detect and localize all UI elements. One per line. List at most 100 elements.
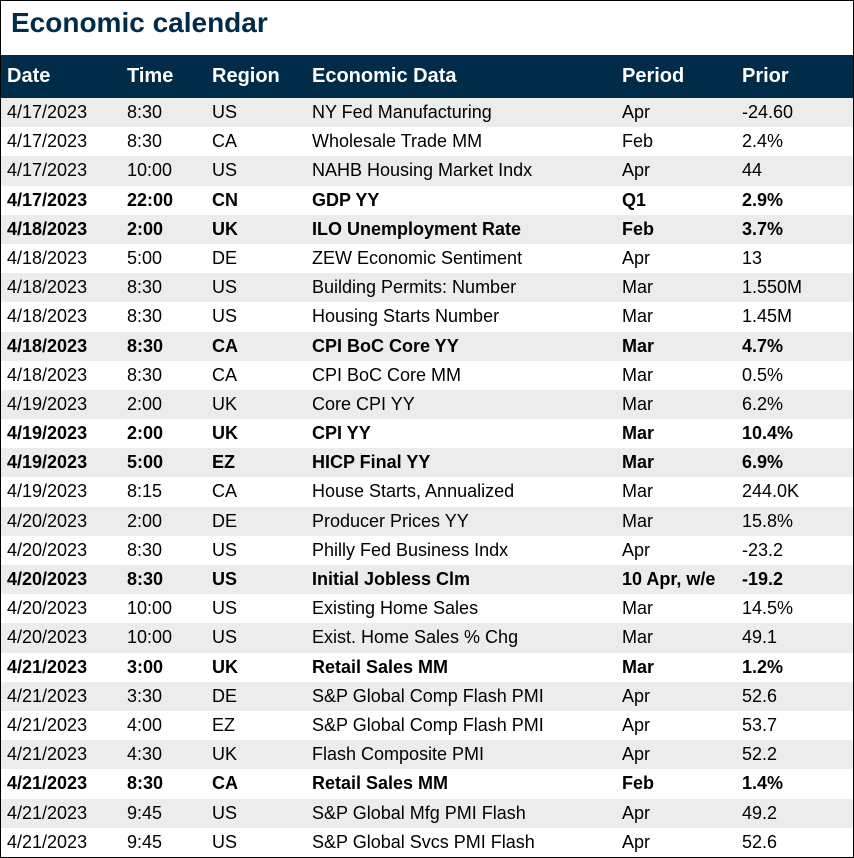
cell-prior: 2.4% xyxy=(736,127,853,156)
cell-prior: -24.60 xyxy=(736,98,853,127)
cell-period: Mar xyxy=(616,507,736,536)
cell-period: Feb xyxy=(616,215,736,244)
cell-region: CA xyxy=(206,769,306,798)
cell-time: 8:30 xyxy=(121,769,206,798)
cell-period: Mar xyxy=(616,302,736,331)
cell-region: US xyxy=(206,156,306,185)
cell-time: 10:00 xyxy=(121,156,206,185)
cell-date: 4/20/2023 xyxy=(1,507,121,536)
cell-region: EZ xyxy=(206,711,306,740)
table-row: 4/18/20235:00DEZEW Economic SentimentApr… xyxy=(1,244,853,273)
table-row: 4/20/202310:00USExisting Home SalesMar14… xyxy=(1,594,853,623)
cell-time: 3:30 xyxy=(121,682,206,711)
table-row: 4/17/202322:00CNGDP YYQ12.9% xyxy=(1,186,853,215)
cell-period: Apr xyxy=(616,711,736,740)
table-row: 4/20/20238:30USPhilly Fed Business IndxA… xyxy=(1,536,853,565)
cell-date: 4/18/2023 xyxy=(1,361,121,390)
cell-time: 8:30 xyxy=(121,332,206,361)
col-header-period: Period xyxy=(616,55,736,98)
cell-data: Housing Starts Number xyxy=(306,302,616,331)
cell-time: 4:30 xyxy=(121,740,206,769)
cell-region: US xyxy=(206,536,306,565)
cell-period: Mar xyxy=(616,273,736,302)
table-row: 4/17/20238:30CAWholesale Trade MMFeb2.4% xyxy=(1,127,853,156)
table-row: 4/21/20233:30DES&P Global Comp Flash PMI… xyxy=(1,682,853,711)
cell-prior: 13 xyxy=(736,244,853,273)
cell-time: 8:30 xyxy=(121,98,206,127)
cell-data: Initial Jobless Clm xyxy=(306,565,616,594)
cell-region: CN xyxy=(206,186,306,215)
cell-period: 10 Apr, w/e xyxy=(616,565,736,594)
cell-date: 4/18/2023 xyxy=(1,302,121,331)
cell-data: CPI BoC Core MM xyxy=(306,361,616,390)
cell-time: 5:00 xyxy=(121,448,206,477)
table-row: 4/18/20232:00UKILO Unemployment RateFeb3… xyxy=(1,215,853,244)
cell-time: 10:00 xyxy=(121,594,206,623)
cell-date: 4/21/2023 xyxy=(1,740,121,769)
cell-date: 4/21/2023 xyxy=(1,799,121,828)
cell-time: 2:00 xyxy=(121,419,206,448)
cell-date: 4/20/2023 xyxy=(1,565,121,594)
cell-time: 8:30 xyxy=(121,302,206,331)
cell-prior: 14.5% xyxy=(736,594,853,623)
table-row: 4/19/20232:00UKCPI YYMar10.4% xyxy=(1,419,853,448)
table-row: 4/18/20238:30USHousing Starts NumberMar1… xyxy=(1,302,853,331)
cell-prior: 49.2 xyxy=(736,799,853,828)
cell-time: 9:45 xyxy=(121,828,206,857)
table-row: 4/21/20234:00EZS&P Global Comp Flash PMI… xyxy=(1,711,853,740)
cell-prior: 53.7 xyxy=(736,711,853,740)
cell-data: Flash Composite PMI xyxy=(306,740,616,769)
cell-date: 4/21/2023 xyxy=(1,653,121,682)
table-row: 4/19/20235:00EZHICP Final YYMar6.9% xyxy=(1,448,853,477)
col-header-region: Region xyxy=(206,55,306,98)
cell-region: CA xyxy=(206,477,306,506)
cell-region: US xyxy=(206,302,306,331)
cell-prior: 4.7% xyxy=(736,332,853,361)
cell-data: S&P Global Comp Flash PMI xyxy=(306,682,616,711)
cell-prior: 49.1 xyxy=(736,623,853,652)
cell-time: 8:30 xyxy=(121,361,206,390)
cell-data: S&P Global Mfg PMI Flash xyxy=(306,799,616,828)
cell-region: US xyxy=(206,273,306,302)
cell-prior: 10.4% xyxy=(736,419,853,448)
page-title: Economic calendar xyxy=(1,1,853,55)
cell-prior: 1.550M xyxy=(736,273,853,302)
table-row: 4/21/20239:45USS&P Global Svcs PMI Flash… xyxy=(1,828,853,857)
cell-region: CA xyxy=(206,127,306,156)
cell-date: 4/21/2023 xyxy=(1,682,121,711)
cell-region: CA xyxy=(206,332,306,361)
cell-date: 4/17/2023 xyxy=(1,98,121,127)
cell-data: Exist. Home Sales % Chg xyxy=(306,623,616,652)
cell-data: Existing Home Sales xyxy=(306,594,616,623)
cell-region: US xyxy=(206,565,306,594)
cell-date: 4/19/2023 xyxy=(1,390,121,419)
cell-time: 8:30 xyxy=(121,536,206,565)
cell-prior: -19.2 xyxy=(736,565,853,594)
cell-period: Apr xyxy=(616,244,736,273)
table-row: 4/17/20238:30USNY Fed ManufacturingApr-2… xyxy=(1,98,853,127)
cell-time: 4:00 xyxy=(121,711,206,740)
cell-prior: -23.2 xyxy=(736,536,853,565)
cell-prior: 44 xyxy=(736,156,853,185)
cell-region: CA xyxy=(206,361,306,390)
cell-time: 8:30 xyxy=(121,273,206,302)
cell-period: Feb xyxy=(616,127,736,156)
cell-period: Feb xyxy=(616,769,736,798)
cell-period: Apr xyxy=(616,98,736,127)
table-row: 4/21/20234:30UKFlash Composite PMIApr52.… xyxy=(1,740,853,769)
cell-prior: 15.8% xyxy=(736,507,853,536)
cell-date: 4/21/2023 xyxy=(1,711,121,740)
cell-prior: 3.7% xyxy=(736,215,853,244)
cell-region: UK xyxy=(206,653,306,682)
table-body: 4/17/20238:30USNY Fed ManufacturingApr-2… xyxy=(1,98,853,857)
cell-time: 2:00 xyxy=(121,507,206,536)
cell-date: 4/18/2023 xyxy=(1,332,121,361)
cell-time: 9:45 xyxy=(121,799,206,828)
cell-period: Mar xyxy=(616,361,736,390)
cell-prior: 1.45M xyxy=(736,302,853,331)
cell-period: Mar xyxy=(616,653,736,682)
cell-prior: 0.5% xyxy=(736,361,853,390)
cell-data: CPI BoC Core YY xyxy=(306,332,616,361)
cell-data: Retail Sales MM xyxy=(306,653,616,682)
economic-calendar-container: Economic calendar Date Time Region Econo… xyxy=(0,0,854,858)
